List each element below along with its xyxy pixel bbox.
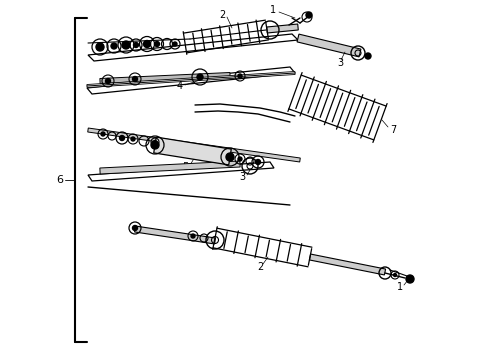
Polygon shape <box>100 72 230 84</box>
Polygon shape <box>267 24 298 33</box>
Polygon shape <box>88 162 274 181</box>
Text: 3: 3 <box>337 58 343 68</box>
Circle shape <box>173 42 177 46</box>
Circle shape <box>197 74 203 80</box>
Circle shape <box>153 140 156 144</box>
Circle shape <box>105 78 111 84</box>
Text: 2: 2 <box>257 262 263 272</box>
Circle shape <box>151 141 159 149</box>
Polygon shape <box>297 34 361 57</box>
Circle shape <box>133 42 139 48</box>
Text: 4: 4 <box>177 81 183 91</box>
Circle shape <box>111 43 117 49</box>
Text: 7: 7 <box>390 125 396 135</box>
Circle shape <box>132 225 138 230</box>
Circle shape <box>154 41 160 46</box>
Text: 3: 3 <box>239 172 245 182</box>
Circle shape <box>120 135 124 140</box>
Polygon shape <box>88 128 300 162</box>
Polygon shape <box>100 161 240 174</box>
Circle shape <box>226 153 234 161</box>
Circle shape <box>238 74 242 78</box>
Polygon shape <box>135 226 216 244</box>
Circle shape <box>131 137 135 141</box>
Circle shape <box>96 43 104 51</box>
Polygon shape <box>309 254 386 275</box>
Circle shape <box>365 53 371 59</box>
Circle shape <box>191 234 195 238</box>
Text: 2: 2 <box>219 10 225 20</box>
Text: 5: 5 <box>182 162 188 172</box>
Polygon shape <box>87 67 295 94</box>
Circle shape <box>132 77 138 81</box>
Circle shape <box>306 12 312 18</box>
Text: 1: 1 <box>397 282 403 292</box>
Circle shape <box>393 274 396 276</box>
Circle shape <box>101 132 105 136</box>
Circle shape <box>255 159 261 165</box>
Text: 1: 1 <box>270 5 276 15</box>
Polygon shape <box>87 72 295 87</box>
Circle shape <box>406 275 414 283</box>
Polygon shape <box>88 34 298 61</box>
Circle shape <box>122 41 130 49</box>
Circle shape <box>144 40 150 48</box>
Text: 6: 6 <box>56 175 64 185</box>
Polygon shape <box>154 137 231 165</box>
Circle shape <box>238 157 242 161</box>
